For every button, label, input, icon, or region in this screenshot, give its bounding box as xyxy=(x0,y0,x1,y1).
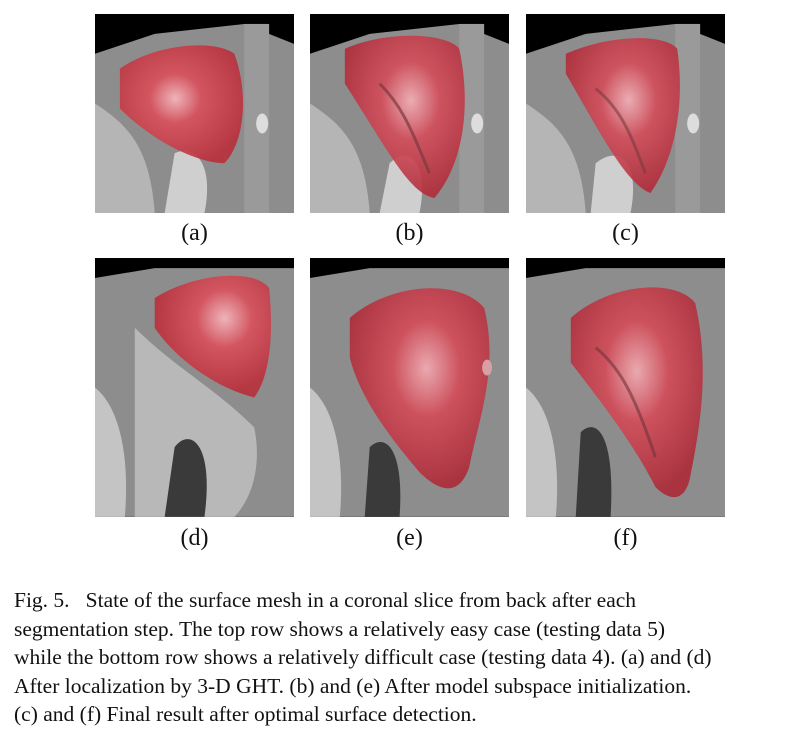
ct-image-a xyxy=(95,14,294,213)
ct-panel-f xyxy=(526,258,725,517)
ct-image-e xyxy=(310,258,509,517)
ct-panel-b xyxy=(310,14,509,213)
caption-line: Fig. 5. State of the surface mesh in a c… xyxy=(14,588,637,612)
panel-label-a: (a) xyxy=(181,220,208,246)
ct-image-f xyxy=(526,258,725,517)
ct-image-c xyxy=(526,14,725,213)
panel-label-f: (f) xyxy=(613,525,638,551)
caption-line: (c) and (f) Final result after optimal s… xyxy=(14,702,477,726)
ct-image-b xyxy=(310,14,509,213)
caption-line: while the bottom row shows a relatively … xyxy=(14,645,712,669)
caption-line: segmentation step. The top row shows a r… xyxy=(14,616,665,641)
ct-image-d xyxy=(95,258,294,517)
panel-label-d: (d) xyxy=(180,525,209,551)
panel-label-c: (c) xyxy=(612,220,639,246)
figure-caption: Fig. 5. State of the surface mesh in a c… xyxy=(14,586,802,729)
panel-label-e: (e) xyxy=(396,525,423,551)
ct-panel-c xyxy=(526,14,725,213)
caption-line: After localization by 3-D GHT. (b) and (… xyxy=(14,673,692,698)
ct-panel-a xyxy=(95,14,294,213)
panel-label-b: (b) xyxy=(395,220,424,246)
ct-panel-e xyxy=(310,258,509,517)
ct-panel-d xyxy=(95,258,294,517)
